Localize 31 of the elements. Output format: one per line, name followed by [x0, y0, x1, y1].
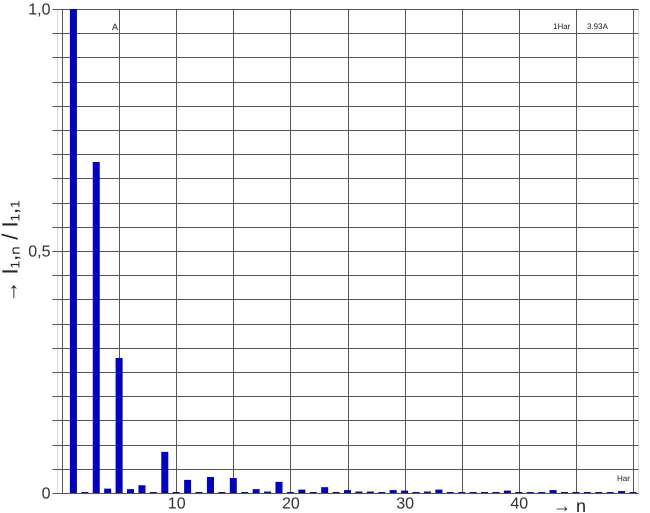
bar	[252, 489, 260, 493]
bar	[298, 490, 306, 493]
bar	[206, 477, 214, 493]
bar	[435, 490, 442, 493]
bar	[390, 490, 397, 493]
y-tick-label: 0	[42, 486, 51, 502]
bar	[550, 490, 557, 493]
bar	[92, 162, 100, 493]
bar	[184, 480, 192, 493]
bar	[138, 485, 146, 493]
x-tick-label: 20	[282, 496, 300, 512]
y-tick-label: 1,0	[28, 2, 51, 18]
annotation: 3.93A	[587, 22, 609, 31]
bar	[275, 482, 282, 493]
x-axis-title: → n	[553, 496, 586, 513]
annotation: A	[112, 22, 118, 32]
bar	[344, 490, 351, 493]
annotation: Har	[617, 474, 630, 483]
x-tick-label: 40	[510, 496, 528, 512]
bar	[116, 358, 123, 493]
bar	[321, 487, 328, 493]
y-axis-title: → I₁,ₙ / I₁,₁	[0, 200, 22, 303]
x-tick-label: 10	[168, 496, 186, 512]
y-tick-label: 0,5	[28, 244, 51, 260]
annotation: 1Har	[553, 22, 571, 31]
bar	[70, 9, 77, 493]
bar	[230, 478, 237, 493]
x-tick-label: 30	[396, 496, 414, 512]
bar	[161, 452, 168, 493]
bar	[104, 488, 112, 493]
bar	[127, 489, 134, 493]
